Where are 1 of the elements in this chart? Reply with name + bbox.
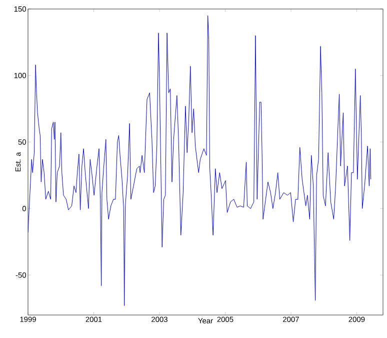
line-series <box>28 15 372 306</box>
